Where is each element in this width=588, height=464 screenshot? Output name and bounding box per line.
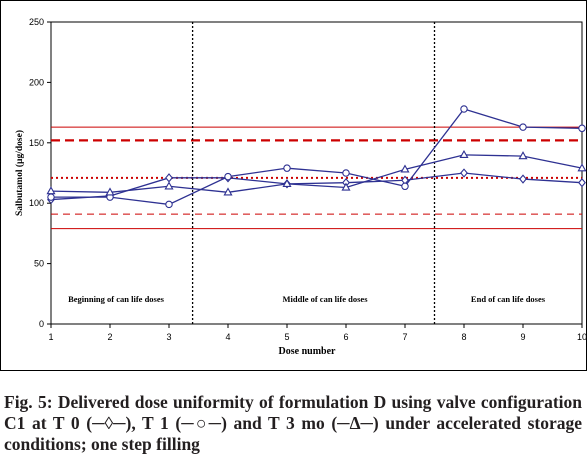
chart: 0 50 100 150 200 250 1 2 3 4 5 6 7 8 9 10 Salbutamol (µ… [0, 0, 587, 371]
point-circle-5 [283, 164, 291, 172]
region-label-beginning: Beginning of can life doses [68, 294, 165, 304]
x-tick-label-5: 5 [284, 332, 289, 342]
y-tick-label-0: 0 [39, 319, 44, 329]
point-triangle-3 [164, 181, 174, 190]
x-tick-label-1: 1 [48, 332, 53, 342]
x-tick-label-8: 8 [461, 332, 466, 342]
series-line-diamond [50, 172, 583, 201]
point-circle-1 [47, 193, 55, 201]
figure-caption: Fig. 5: Delivered dose uniformity of for… [4, 392, 582, 454]
x-axis-label: Dose number [279, 346, 337, 357]
y-axis-label: Salbutamol (µg/dose) [14, 130, 25, 216]
x-tick-label-9: 9 [520, 332, 525, 342]
point-triangle-8 [459, 149, 469, 159]
point-triangle-2 [105, 187, 115, 196]
y-tick-label-250: 250 [29, 17, 44, 27]
point-diamond-9 [519, 174, 527, 184]
point-triangle-5 [282, 178, 292, 188]
point-triangle-4 [223, 187, 233, 196]
x-tick-label-6: 6 [343, 332, 348, 342]
x-tick-label-2: 2 [107, 332, 112, 342]
point-triangle-6 [341, 182, 351, 191]
point-circle-10 [578, 124, 586, 133]
point-circle-9 [519, 123, 527, 131]
point-triangle-7 [400, 164, 410, 173]
point-circle-3 [165, 200, 173, 209]
chart-frame [0, 0, 587, 371]
x-tick-label-3: 3 [166, 332, 171, 342]
region-label-middle: Middle of can life doses [283, 294, 369, 304]
point-circle-7 [401, 182, 409, 191]
x-tick-label-10: 10 [577, 332, 587, 342]
series-line-triangle [50, 154, 583, 193]
y-tick-label-200: 200 [29, 77, 44, 87]
x-tick-label-7: 7 [402, 332, 407, 342]
point-circle-8 [460, 105, 468, 113]
plot-area [50, 21, 583, 325]
point-diamond-8 [460, 168, 468, 178]
region-label-end: End of can life doses [471, 294, 546, 304]
point-circle-4 [224, 172, 232, 181]
series-line-circle [51, 108, 583, 206]
y-tick-label-100: 100 [29, 198, 44, 208]
point-circle-6 [342, 169, 350, 177]
point-triangle-9 [518, 151, 528, 160]
point-diamond-10 [578, 178, 586, 188]
point-triangle-1 [46, 186, 56, 195]
point-triangle-10 [577, 163, 587, 172]
x-tick-label-4: 4 [225, 332, 230, 342]
y-tick-label-150: 150 [29, 138, 44, 148]
y-tick-label-50: 50 [34, 259, 44, 269]
